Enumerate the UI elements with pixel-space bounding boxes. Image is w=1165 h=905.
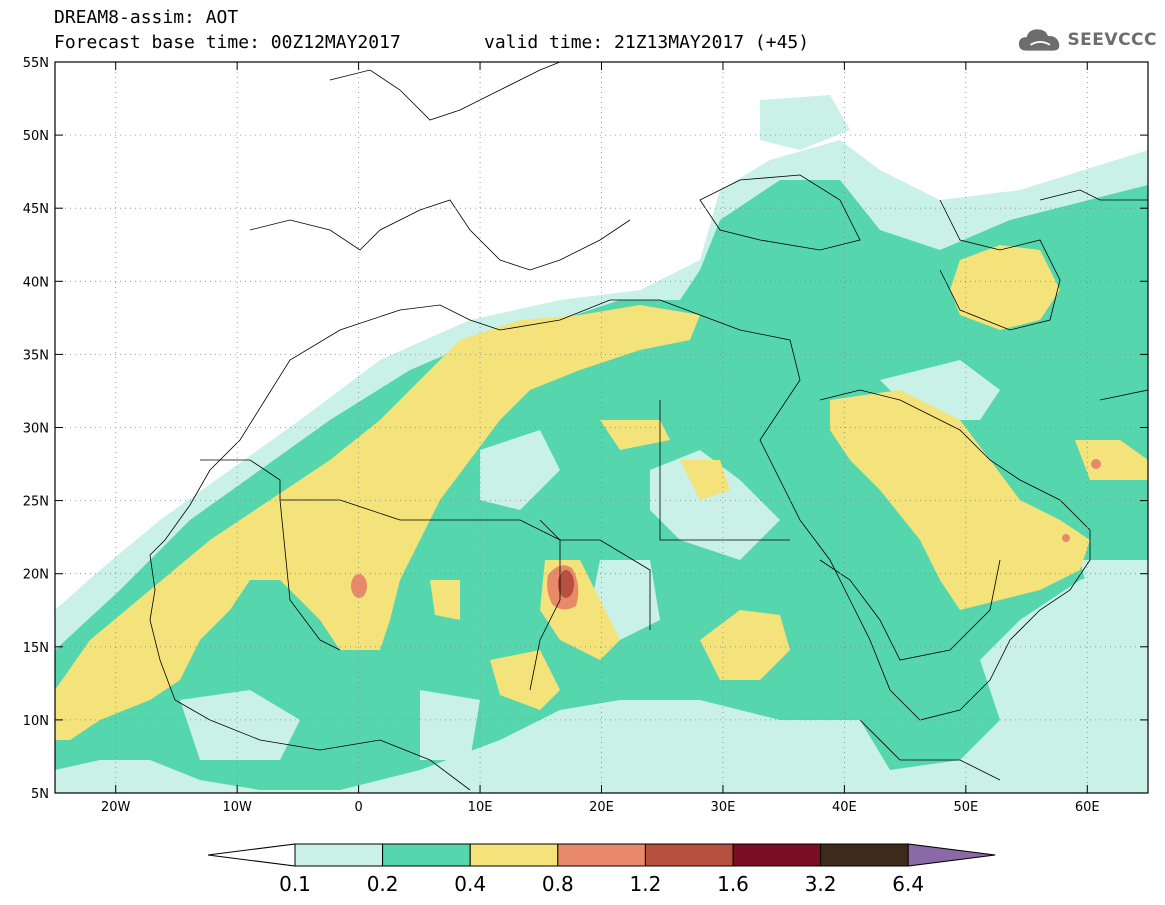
lon-label: 20E (589, 800, 614, 815)
colorbar-min-triangle (207, 843, 296, 867)
lat-label: 50N (23, 129, 49, 144)
cloud-logo-icon (1018, 29, 1060, 51)
colorbar-level-label: 0.4 (454, 872, 486, 896)
colorbar-box (382, 843, 471, 867)
colorbar-level-label: 1.6 (717, 872, 749, 896)
lat-label: 55N (23, 56, 49, 71)
lon-label: 40E (832, 800, 857, 815)
lat-label: 5N (31, 787, 49, 802)
colorbar-box (644, 843, 734, 867)
colorbar-box (820, 843, 909, 867)
lat-label: 30N (23, 422, 49, 437)
gridlines (55, 62, 1148, 793)
lat-label: 25N (23, 495, 49, 510)
colorbar-box (732, 843, 822, 867)
lon-label: 10E (468, 800, 493, 815)
lat-label: 15N (23, 641, 49, 656)
lon-label: 30E (711, 800, 736, 815)
colorbar-level-label: 3.2 (805, 872, 837, 896)
coastlines (149, 62, 1148, 791)
colorbar-box (469, 843, 559, 867)
colorbar-level-label: 0.1 (279, 872, 311, 896)
lat-label: 10N (23, 714, 49, 729)
lat-label: 45N (23, 202, 49, 217)
colorbar-level-label: 1.2 (629, 872, 661, 896)
colorbar-level-label: 0.2 (367, 872, 399, 896)
colorbar-box (294, 843, 384, 867)
aot-band-1.2 (558, 570, 574, 598)
colorbar: 0.1 0.2 0.4 0.8 1.2 1.6 3.2 6.4 (207, 843, 996, 896)
aot-band-0.1-patches (180, 360, 1148, 760)
seevccc-logo: SEEVCCC (1017, 22, 1157, 58)
lon-label: 20W (101, 800, 131, 815)
colorbar-level-label: 6.4 (892, 872, 924, 896)
lat-label: 20N (23, 568, 49, 583)
map-title: DREAM8-assim: AOT (54, 7, 239, 28)
lon-label: 60E (1075, 800, 1100, 815)
valid-time: valid time: 21Z13MAY2017 (+45) (484, 32, 810, 53)
longitude-labels: 20W 10W 0 10E 20E 30E 40E 50E 60E (101, 62, 1100, 815)
lon-label: 50E (953, 800, 978, 815)
forecast-base-time: Forecast base time: 00Z12MAY2017 (54, 32, 401, 53)
lon-label: 10W (222, 800, 252, 815)
colorbar-max-triangle (907, 843, 996, 867)
colorbar-level-label: 0.8 (542, 872, 574, 896)
lon-label: 0 (354, 800, 362, 815)
latitude-labels: 55N 50N 45N 40N 35N 30N 25N 20N 15N 10N 5N (23, 56, 1148, 802)
aot-band-0.2 (55, 180, 1148, 790)
lat-label: 35N (23, 348, 49, 363)
logo-text: SEEVCCC (1067, 30, 1157, 50)
colorbar-box (557, 843, 646, 867)
lat-label: 40N (23, 275, 49, 290)
aot-band-0.4 (55, 245, 1148, 740)
